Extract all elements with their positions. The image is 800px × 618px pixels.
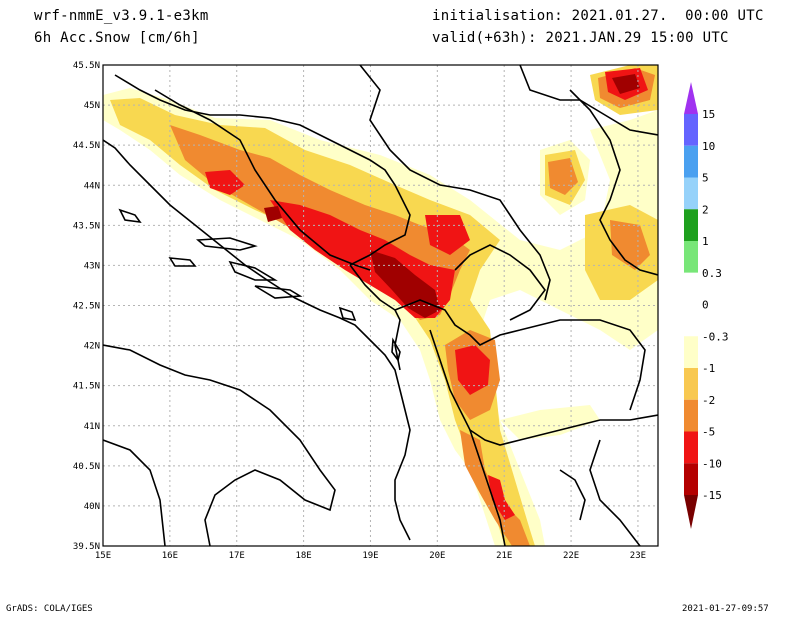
bulgaria-border [569, 89, 658, 276]
lon-tick-label: 16E [162, 551, 178, 561]
colorbar-swatch [684, 114, 698, 146]
colorbar-label: 1 [702, 235, 709, 248]
lon-tick-label: 19E [362, 551, 378, 561]
greece-interior [469, 429, 506, 546]
colorbar-label: -1 [702, 362, 715, 375]
snow-band-light-3 [500, 405, 600, 440]
lon-tick-label: 15E [95, 551, 111, 561]
colorbar-swatch [684, 463, 698, 495]
lat-tick-label: 43.5N [73, 221, 100, 231]
colorbar-label: 10 [702, 140, 715, 153]
colorbar-label: -2 [702, 394, 715, 407]
colorbar-label: 5 [702, 172, 709, 185]
snow-field [103, 65, 658, 546]
colorbar-label: -0.3 [702, 330, 729, 343]
lat-lon-grid [103, 65, 658, 546]
colorbar-label: -5 [702, 426, 715, 439]
lat-tick-label: 40N [84, 502, 100, 512]
boundaries [103, 65, 658, 546]
longitude-labels: 15E 16E 17E 18E 19E 20E 21E 22E 23E [95, 551, 646, 561]
colorbar-label: -15 [702, 489, 722, 502]
colorbar-top-arrow [684, 82, 698, 114]
colorbar-swatch [684, 368, 698, 400]
island-3 [168, 257, 197, 267]
initialisation-time: initialisation: 2021.01.27. 00:00 UTC [432, 8, 764, 24]
lon-tick-label: 21E [496, 551, 512, 561]
snow-band-yellow [110, 98, 535, 546]
island-4 [254, 285, 303, 299]
colorbar-label: 0.3 [702, 267, 722, 280]
lat-tick-label: 43N [84, 261, 100, 271]
lat-tick-label: 41N [84, 422, 100, 432]
lon-tick-label: 23E [630, 551, 646, 561]
croatia-bosnia-border [114, 74, 401, 196]
island-5 [338, 306, 357, 322]
colorbar-swatch [684, 336, 698, 368]
colorbar-swatch [684, 145, 698, 178]
lat-tick-label: 40.5N [73, 462, 100, 472]
snow-band-orange-4 [548, 158, 578, 195]
snow-band-orange-3 [460, 430, 530, 546]
grads-credit: GrADS: COLA/IGES [6, 604, 93, 614]
macedonia-border [519, 319, 646, 411]
colorbar-label: 2 [702, 203, 709, 216]
bosnia-interior [154, 89, 371, 271]
snow-band-darkred-3 [612, 74, 640, 94]
italy-heel [103, 439, 166, 546]
lat-tick-label: 41.5N [73, 382, 100, 392]
snow-band-red-2 [455, 345, 490, 395]
lat-tick-label: 42.5N [73, 302, 100, 312]
colorbar-label: 15 [702, 108, 715, 121]
colorbar-swatch [684, 272, 698, 305]
albania-kosovo [394, 299, 521, 346]
lat-tick-label: 45N [84, 101, 100, 111]
corfu [391, 337, 401, 362]
island-6 [118, 208, 142, 224]
lon-tick-label: 17E [229, 551, 245, 561]
colorbar: 15 10 5 2 1 0.3 0 -0.3 -1 -2 -5 -10 -15 [684, 82, 729, 529]
snow-band-red-3 [205, 170, 245, 195]
romania-border [519, 65, 658, 136]
kosovo-border [454, 244, 546, 321]
lat-tick-label: 45.5N [73, 61, 100, 71]
adriatic-east-coast [103, 139, 411, 541]
colorbar-swatch [684, 304, 698, 337]
snow-band-orange-6 [610, 220, 650, 270]
serbia-east [359, 65, 551, 301]
serbia-border [349, 194, 411, 266]
colorbar-swatch [684, 399, 698, 432]
lat-tick-label: 44N [84, 181, 100, 191]
map-frame [102, 64, 659, 547]
albania-greece [429, 329, 658, 446]
lon-tick-label: 18E [295, 551, 311, 561]
greece-coast-east [589, 439, 641, 546]
italy-coast [103, 344, 336, 546]
colorbar-swatch [684, 241, 698, 273]
colorbar-swatch [684, 209, 698, 241]
colorbar-label: -10 [702, 457, 722, 470]
model-title: wrf-nmmE_v3.9.1-e3km [34, 8, 209, 24]
field-title: 6h Acc.Snow [cm/6h] [34, 30, 200, 46]
colorbar-bottom-arrow [684, 495, 698, 529]
render-timestamp: 2021-01-27-09:57 [682, 604, 769, 614]
snow-band-darkred-2 [264, 206, 282, 222]
lat-tick-label: 39.5N [73, 542, 100, 552]
lon-tick-label: 20E [429, 551, 445, 561]
lat-tick-label: 42N [84, 342, 100, 352]
colorbar-swatch [684, 177, 698, 210]
valid-time: valid(+63h): 2021.JAN.29 15:00 UTC [432, 30, 729, 46]
colorbar-label: 0 [702, 299, 709, 312]
lon-tick-label: 22E [563, 551, 579, 561]
snow-band-red-6 [488, 475, 515, 520]
latitude-labels: 45.5N 45N 44.5N 44N 43.5N 43N 42.5N 42N 41.5N 41N… [73, 61, 100, 552]
aegean-coast [559, 469, 586, 521]
island-1 [195, 237, 258, 251]
lat-tick-label: 44.5N [73, 141, 100, 151]
island-2 [228, 260, 278, 281]
colorbar-swatch [684, 431, 698, 464]
